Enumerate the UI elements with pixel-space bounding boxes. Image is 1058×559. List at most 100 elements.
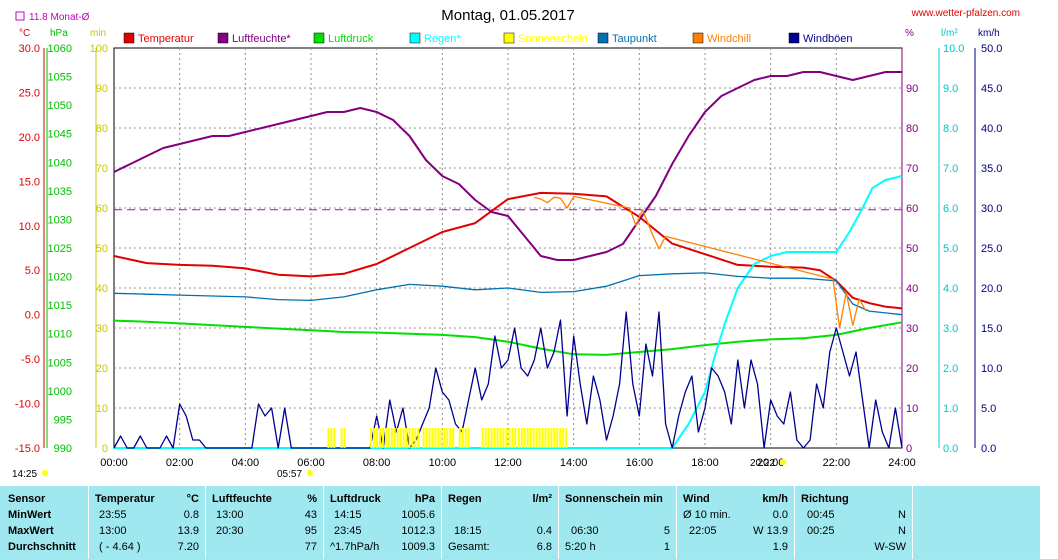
axis-temp-tick: 15.0 bbox=[19, 176, 40, 188]
legend-label: Luftdruck bbox=[328, 33, 374, 45]
axis-sun-tick: 50 bbox=[96, 243, 108, 255]
sunshine-bar bbox=[343, 428, 346, 448]
axis-rain-tick: 9.0 bbox=[943, 83, 958, 95]
rain-max-time: 18:15 bbox=[454, 525, 482, 537]
sunshine-bar bbox=[387, 428, 390, 448]
axis-wind-tick: 30.0 bbox=[981, 203, 1002, 215]
legend-swatch bbox=[597, 32, 609, 44]
monthavg-marker-icon bbox=[15, 11, 25, 21]
axis-pressure-tick: 990 bbox=[54, 443, 72, 455]
sunshine-bar bbox=[464, 428, 467, 448]
axis-humidity-tick: 80 bbox=[906, 123, 918, 135]
axis-humidity-tick: 0 bbox=[906, 443, 912, 455]
legend-label: Luftfeuchte* bbox=[232, 33, 291, 45]
sunshine-bar bbox=[505, 428, 508, 448]
sunshine-bar bbox=[496, 428, 499, 448]
col-luftfeuchte: Luftfeuchte % 13:00 43 20:30 95 77 bbox=[206, 486, 324, 559]
temp-max-time: 13:00 bbox=[99, 525, 127, 537]
axis-rain-tick: 7.0 bbox=[943, 163, 958, 175]
axis-temp-tick: -15.0 bbox=[15, 443, 40, 455]
axis-wind-tick: 5.0 bbox=[981, 403, 996, 415]
axis-humidity-tick: 10 bbox=[906, 403, 918, 415]
site-link[interactable]: www.wetter-pfalzen.com bbox=[911, 8, 1020, 19]
hdr-luftfeuchte: Luftfeuchte bbox=[212, 493, 272, 505]
x-tick-label: 08:00 bbox=[363, 457, 391, 469]
sunshine-bar bbox=[396, 428, 399, 448]
sunshine-bar bbox=[538, 428, 541, 448]
sunshine-bar bbox=[481, 428, 484, 448]
hdr-regen: Regen bbox=[448, 493, 482, 505]
sunshine-bar bbox=[417, 428, 420, 448]
row-label-max: MaxWert bbox=[8, 525, 54, 537]
sunshine-bar bbox=[384, 428, 387, 448]
hdr-wind-unit: km/h bbox=[762, 493, 788, 505]
temp-avg-val: 7.20 bbox=[177, 541, 199, 553]
hdr-wind: Wind bbox=[683, 493, 710, 505]
sunshine-bar bbox=[562, 428, 565, 448]
axis-wind-tick: 20.0 bbox=[981, 283, 1002, 295]
sunshine-bar bbox=[425, 428, 428, 448]
axis-pressure-tick: 1055 bbox=[48, 72, 72, 84]
axis-wind-tick: 35.0 bbox=[981, 163, 1002, 175]
axis-sun-tick: 80 bbox=[96, 123, 108, 135]
press-min-time: 14:15 bbox=[334, 509, 362, 521]
x-tick-label: 04:00 bbox=[232, 457, 260, 469]
sunshine-bar bbox=[381, 428, 384, 448]
sunshine-bar bbox=[547, 428, 550, 448]
dir-max-val: N bbox=[898, 525, 906, 537]
sunset-icon bbox=[780, 459, 786, 465]
x-tick-label: 14:00 bbox=[560, 457, 588, 469]
sunset-time: 20:22 bbox=[750, 458, 775, 469]
axis-humidity-tick: 30 bbox=[906, 323, 918, 335]
axis-pressure-tick: 1030 bbox=[48, 214, 72, 226]
unit-humidity: % bbox=[905, 28, 914, 39]
axis-wind-tick: 45.0 bbox=[981, 83, 1002, 95]
sunshine-bar bbox=[428, 428, 431, 448]
sunshine-bar bbox=[437, 428, 440, 448]
axis-sun-tick: 90 bbox=[96, 83, 108, 95]
sun-avg-val: 1 bbox=[663, 541, 670, 553]
unit-temp: °C bbox=[19, 28, 30, 39]
axis-temp-tick: 25.0 bbox=[19, 87, 40, 99]
dir-avg-val: W-SW bbox=[874, 541, 906, 553]
axis-humidity-tick: 70 bbox=[906, 163, 918, 175]
axis-rain-tick: 2.0 bbox=[943, 363, 958, 375]
chart-legend: Temperatur Luftfeuchte* Luftdruck Regen* Son… bbox=[123, 32, 853, 45]
monthavg-label: 11.8 Monat-Ø bbox=[29, 12, 90, 23]
sunshine-bar bbox=[490, 428, 493, 448]
sunshine-bar bbox=[535, 428, 538, 448]
wind-min-val: 0.0 bbox=[772, 509, 788, 521]
hdr-sensor: Sensor bbox=[8, 493, 46, 505]
legend-label: Windböen bbox=[803, 33, 853, 45]
sunshine-bar bbox=[399, 428, 402, 448]
sun-total-label: 5:20 h bbox=[565, 541, 596, 553]
col-sensor: Sensor MinWert MaxWert Durchschnitt bbox=[0, 486, 89, 559]
sunshine-bar bbox=[461, 428, 464, 448]
axis-humidity-tick: 20 bbox=[906, 363, 918, 375]
sunshine-bar bbox=[553, 428, 556, 448]
x-tick-label: 24:00 bbox=[888, 457, 916, 469]
chart-axes: 00:00 02:00 04:00 06:00 08:00 10:00 12:00 14:00… bbox=[15, 28, 1003, 469]
axis-pressure-tick: 1045 bbox=[48, 129, 72, 141]
wind-avg-val: 1.9 bbox=[772, 541, 788, 553]
axis-sun-tick: 10 bbox=[96, 403, 108, 415]
legend-label: Sonnenschein bbox=[518, 33, 588, 45]
series-windben bbox=[113, 311, 903, 449]
series-taupunkt bbox=[113, 272, 903, 316]
sunshine-bar bbox=[327, 428, 330, 448]
press-max-val: 1012.3 bbox=[401, 525, 435, 537]
axis-temp-tick: 0.0 bbox=[25, 310, 40, 322]
wind-max-val: W 13.9 bbox=[753, 525, 788, 537]
sunshine-bar bbox=[544, 428, 547, 448]
sunshine-bar bbox=[502, 428, 505, 448]
series-windchill bbox=[534, 195, 867, 329]
press-max-time: 23:45 bbox=[334, 525, 362, 537]
sunshine-bar bbox=[484, 428, 487, 448]
sunshine-bar bbox=[499, 428, 502, 448]
sunshine-bar bbox=[340, 428, 343, 448]
row-label-min: MinWert bbox=[8, 509, 52, 521]
hum-avg-val: 77 bbox=[304, 541, 317, 553]
hdr-press-unit: hPa bbox=[414, 493, 435, 505]
axis-pressure-tick: 1025 bbox=[48, 243, 72, 255]
sunshine-bar bbox=[414, 428, 417, 448]
